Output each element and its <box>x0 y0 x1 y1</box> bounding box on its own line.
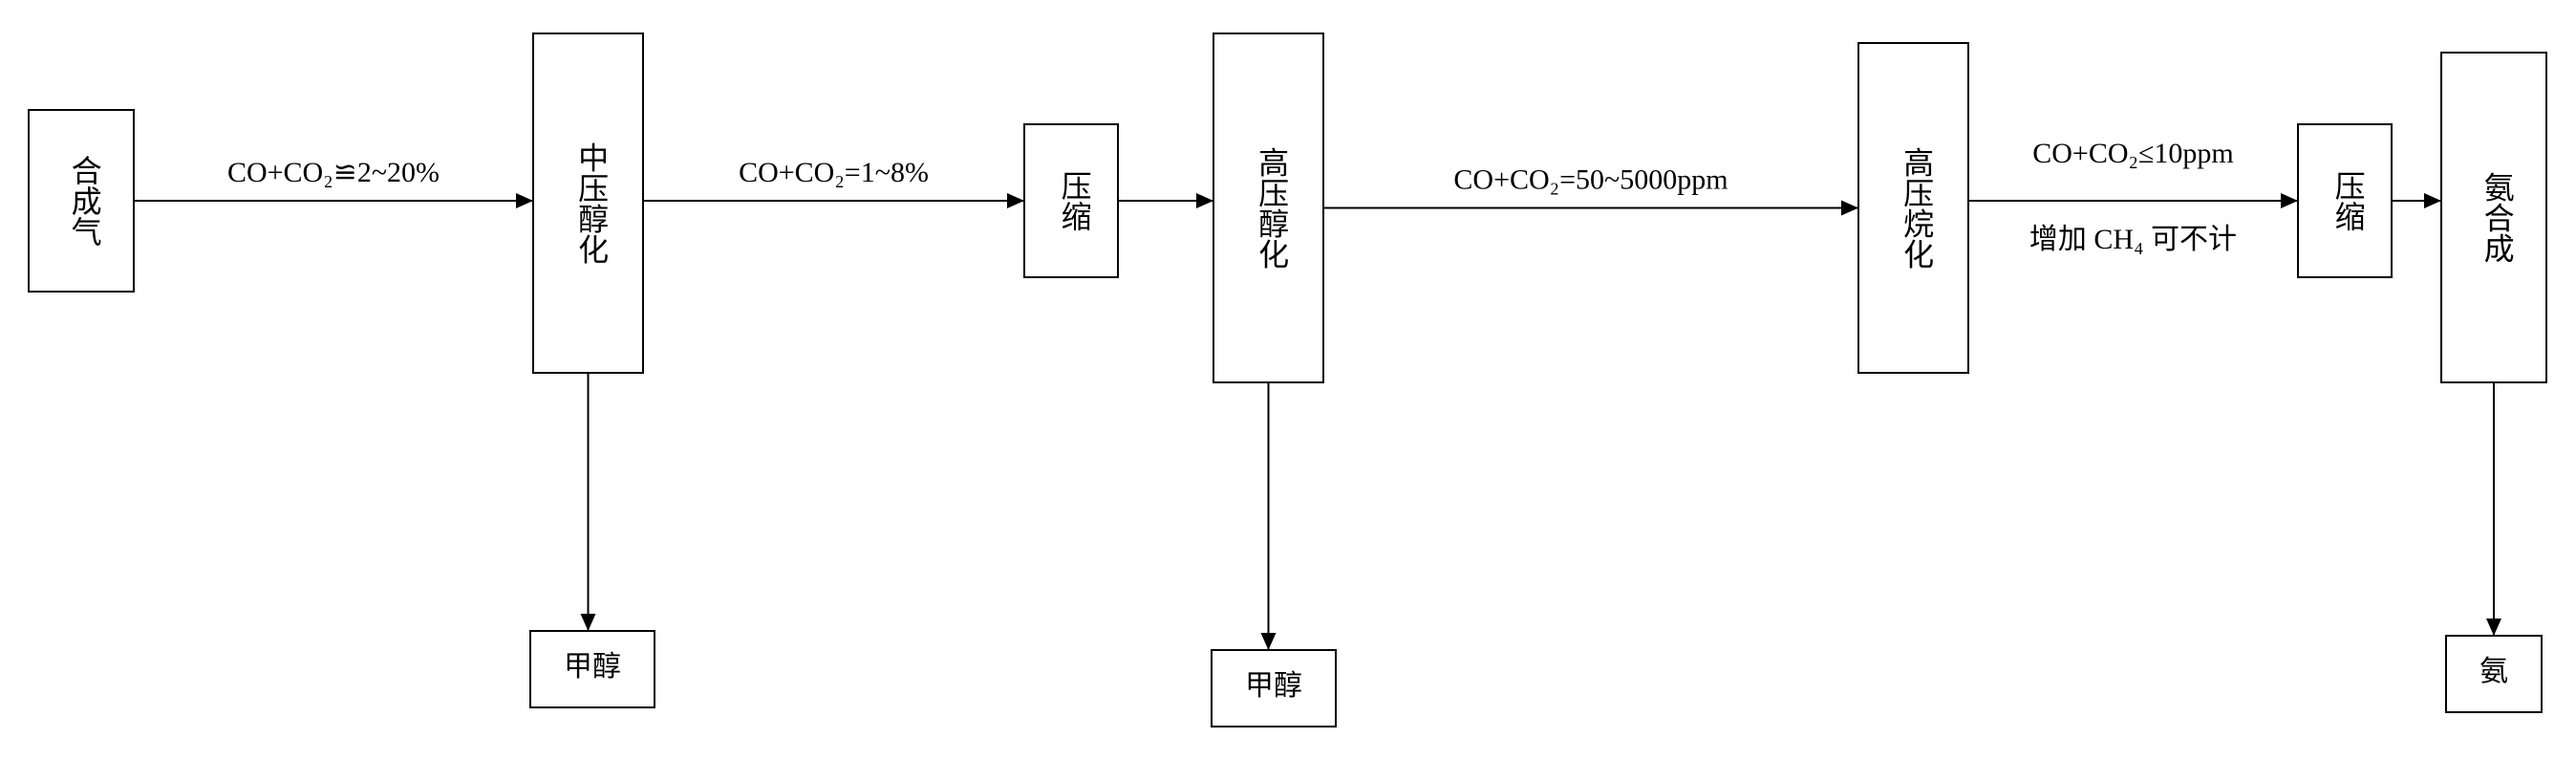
node-label-n7: 氨合成 <box>2480 172 2515 264</box>
edge-label-n2-n3: CO+CO₂=1~8% <box>739 157 929 188</box>
node-label-n1: 合成气 <box>68 155 102 247</box>
node-n1: 合成气 <box>29 110 134 292</box>
edge-label-n5-n6: CO+CO₂≤10ppm <box>2032 138 2234 169</box>
node-o1: 甲醇 <box>530 631 655 707</box>
node-label-n5: 高压烷化 <box>1900 147 1934 270</box>
node-o2: 甲醇 <box>1212 650 1336 727</box>
node-label-o1: 甲醇 <box>564 651 621 683</box>
node-n4: 高压醇化 <box>1213 33 1323 382</box>
node-n6: 压缩 <box>2298 124 2392 277</box>
node-label-o3: 氨 <box>2479 656 2508 687</box>
node-label-n2: 中压醇化 <box>574 142 609 265</box>
node-n7: 氨合成 <box>2441 53 2546 382</box>
node-n3: 压缩 <box>1024 124 1118 277</box>
node-n5: 高压烷化 <box>1858 43 1968 373</box>
edge-label-n1-n2: CO+CO₂≌2~20% <box>227 157 440 188</box>
node-o3: 氨 <box>2446 636 2542 712</box>
edge-label-n5-n6: 增加 CH₄ 可不计 <box>2029 224 2237 255</box>
edge-label-n4-n5: CO+CO₂=50~5000ppm <box>1453 164 1728 196</box>
node-label-o2: 甲醇 <box>1245 670 1302 702</box>
node-n2: 中压醇化 <box>533 33 643 373</box>
node-label-n4: 高压醇化 <box>1255 147 1289 270</box>
node-label-n6: 压缩 <box>2331 170 2366 231</box>
node-label-n3: 压缩 <box>1058 170 1092 231</box>
